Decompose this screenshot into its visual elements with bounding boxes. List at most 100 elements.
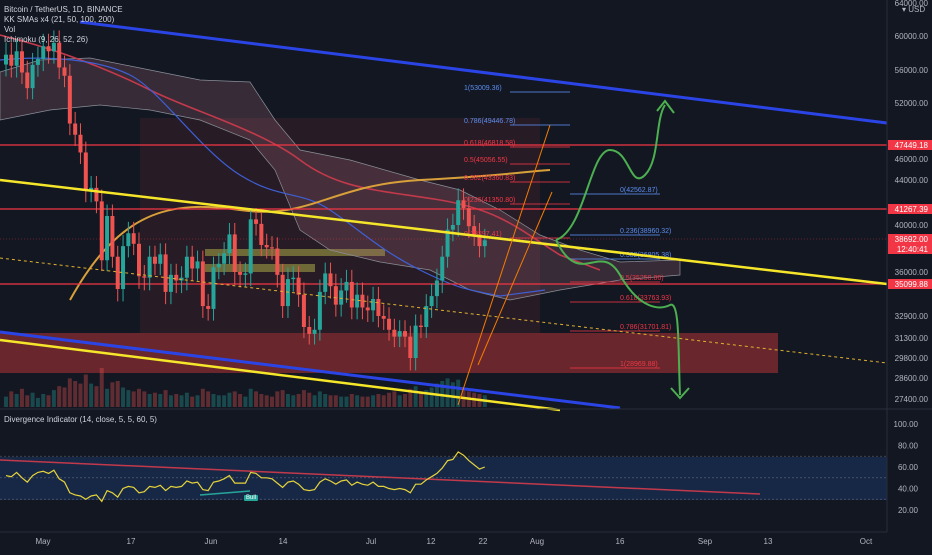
candle-body <box>89 187 94 191</box>
volume-bar <box>126 390 131 407</box>
volume-layer <box>4 368 487 407</box>
volume-bar <box>328 395 333 407</box>
candle-body <box>376 298 381 316</box>
volume-bar <box>360 396 365 407</box>
volume-bar <box>264 395 269 407</box>
candle-body <box>429 296 434 307</box>
drawings-layer <box>0 20 888 412</box>
volume-bar <box>275 391 280 407</box>
volume-bar <box>174 394 179 407</box>
candle-body <box>19 51 24 73</box>
volume-bar <box>147 394 152 407</box>
zones-layer <box>0 118 887 500</box>
volume-bar <box>105 388 110 407</box>
candle-body <box>344 281 349 291</box>
candle-body <box>365 307 370 311</box>
legend-smas[interactable]: KK SMAs x4 (21, 50, 100, 200) <box>4 15 115 24</box>
volume-bar <box>131 391 136 407</box>
volume-bar <box>307 392 312 407</box>
candle-body <box>243 273 248 275</box>
candle-body <box>339 290 344 305</box>
legend-vol[interactable]: Vol <box>4 25 16 34</box>
candle-body <box>73 123 78 135</box>
candle-body <box>163 254 168 292</box>
time-axis-label: 16 <box>616 537 625 546</box>
volume-bar <box>137 388 141 407</box>
volume-bar <box>232 391 237 407</box>
volume-bar <box>317 391 322 407</box>
volume-bar <box>440 381 445 407</box>
candle-body <box>275 248 280 275</box>
candle-body <box>227 234 232 254</box>
price-tag <box>888 204 932 214</box>
candle-body <box>152 256 157 264</box>
volume-bar <box>259 394 264 407</box>
candle-body <box>121 246 126 290</box>
candle-body <box>317 291 322 330</box>
candle-body <box>115 256 120 290</box>
trendline-blue-bottom <box>0 330 621 410</box>
candle-body <box>190 256 195 269</box>
candle-body <box>137 243 141 277</box>
candle-body <box>200 261 205 307</box>
time-axis-label: 13 <box>764 537 773 546</box>
osc-axis-label: 40.00 <box>898 485 919 494</box>
fib-layer: 1(53009.36) 0.786(49446.78) 0.618(46818.58… <box>464 85 671 369</box>
candle-body <box>67 75 72 124</box>
candle-body <box>381 316 386 319</box>
volume-bar <box>349 394 354 407</box>
legend-ichimoku[interactable]: Ichimoku (9, 26, 52, 26) <box>4 35 89 44</box>
candle-body <box>408 336 413 358</box>
trendline-yellow-top <box>0 178 888 286</box>
candle-body <box>131 233 136 244</box>
candle-body <box>371 298 376 311</box>
volume-bar <box>291 395 296 407</box>
volume-bar <box>397 395 402 407</box>
osc-axis-label: 60.00 <box>898 463 919 472</box>
volume-bar <box>408 388 413 407</box>
candle-body <box>466 208 471 227</box>
fib-label: 0.786(49446.78) <box>464 118 515 125</box>
volume-bar <box>184 392 189 407</box>
currency-label[interactable]: ▾ USD <box>902 5 925 14</box>
volume-bar <box>424 390 429 407</box>
candle-body <box>105 216 110 261</box>
candle-body <box>206 306 211 309</box>
candle-body <box>301 294 306 327</box>
volume-bar <box>121 387 126 407</box>
candle-body <box>30 64 35 89</box>
volume-bar <box>248 388 253 407</box>
candle-body <box>312 329 317 334</box>
volume-bar <box>51 390 56 407</box>
fib-label: 0.618(46818.58) <box>464 140 515 147</box>
time-axis-label: Oct <box>860 537 873 546</box>
trendline-blue-top <box>79 20 888 125</box>
price-axis-label: 60000.00 <box>895 32 929 41</box>
osc-axis-label: 100.00 <box>894 420 919 429</box>
fib-label: 0(42562.87) <box>620 187 658 194</box>
candle-body <box>57 42 62 68</box>
price-axis-label: 27400.00 <box>895 395 929 404</box>
oscillator-layer <box>0 451 887 503</box>
fib-label: 0.236(38960.32) <box>620 228 671 235</box>
osc-axis-label: 80.00 <box>898 442 919 451</box>
candle-body <box>195 261 200 269</box>
candle-body <box>392 329 397 337</box>
volume-bar <box>333 395 338 407</box>
candle-body <box>355 294 360 308</box>
candle-body <box>264 244 269 248</box>
candle-body <box>35 58 40 65</box>
volume-bar <box>243 396 248 407</box>
volume-bar <box>403 394 407 407</box>
candle-body <box>142 276 147 278</box>
volume-bar <box>195 395 200 407</box>
fib-label: 0(38297.41) <box>464 231 502 238</box>
volume-bar <box>89 383 94 407</box>
osc-line <box>5 451 486 503</box>
volume-bar <box>344 396 349 407</box>
legend-divergence[interactable]: Divergence Indicator (14, close, 5, 5, 6… <box>4 415 157 424</box>
legend-symbol[interactable]: Bitcoin / TetherUS, 1D, BINANCE <box>4 5 123 14</box>
price-axis-label: 31300.00 <box>895 334 929 343</box>
